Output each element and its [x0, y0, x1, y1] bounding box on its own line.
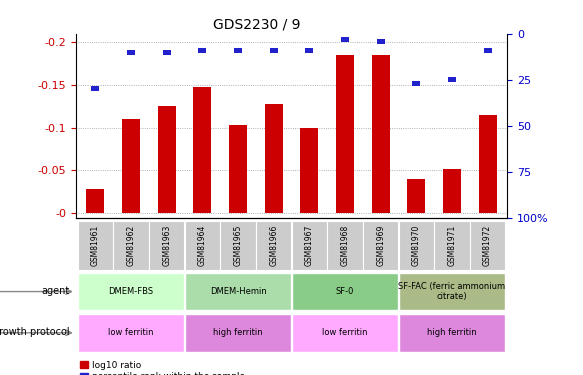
- Bar: [122, 119, 140, 213]
- Bar: [78, 221, 113, 270]
- Bar: [127, 50, 135, 55]
- Bar: [292, 273, 398, 310]
- Bar: [292, 221, 327, 270]
- Bar: [341, 37, 349, 42]
- Text: DMEM-FBS: DMEM-FBS: [108, 287, 153, 296]
- Text: low ferritin: low ferritin: [108, 328, 154, 338]
- Bar: [256, 221, 292, 270]
- Bar: [158, 106, 175, 213]
- Text: high ferritin: high ferritin: [427, 328, 477, 338]
- Bar: [234, 48, 242, 53]
- Bar: [292, 314, 398, 352]
- Text: DMEM-Hemin: DMEM-Hemin: [210, 287, 266, 296]
- Bar: [443, 169, 461, 213]
- Bar: [399, 273, 504, 310]
- Text: GSM81965: GSM81965: [234, 225, 243, 266]
- Bar: [479, 115, 497, 213]
- Text: GSM81970: GSM81970: [412, 225, 421, 266]
- Text: GSM81962: GSM81962: [127, 225, 136, 266]
- Bar: [377, 39, 385, 44]
- Bar: [92, 86, 100, 92]
- Bar: [194, 87, 211, 213]
- Bar: [327, 221, 363, 270]
- Bar: [399, 314, 504, 352]
- Bar: [434, 221, 469, 270]
- Bar: [78, 273, 184, 310]
- Bar: [448, 77, 456, 82]
- Bar: [483, 48, 491, 53]
- Text: SF-FAC (ferric ammonium
citrate): SF-FAC (ferric ammonium citrate): [398, 282, 505, 301]
- Bar: [408, 179, 425, 213]
- Bar: [198, 48, 206, 53]
- Bar: [114, 221, 149, 270]
- Text: SF-0: SF-0: [336, 287, 354, 296]
- Bar: [300, 128, 318, 213]
- Text: growth protocol: growth protocol: [0, 327, 70, 337]
- Text: GSM81968: GSM81968: [340, 225, 349, 266]
- Bar: [412, 81, 420, 86]
- Bar: [220, 221, 256, 270]
- Bar: [270, 48, 278, 53]
- Bar: [470, 221, 505, 270]
- Text: GSM81969: GSM81969: [376, 225, 385, 266]
- Bar: [163, 50, 171, 55]
- Text: GSM81971: GSM81971: [447, 225, 456, 266]
- Text: GSM81963: GSM81963: [162, 225, 171, 266]
- Bar: [305, 48, 313, 53]
- Title: GDS2230 / 9: GDS2230 / 9: [213, 17, 301, 31]
- Bar: [78, 314, 184, 352]
- Text: high ferritin: high ferritin: [213, 328, 263, 338]
- Legend: log10 ratio, percentile rank within the sample: log10 ratio, percentile rank within the …: [80, 361, 245, 375]
- Bar: [185, 314, 290, 352]
- Bar: [185, 273, 290, 310]
- Text: GSM81967: GSM81967: [305, 225, 314, 266]
- Text: GSM81966: GSM81966: [269, 225, 278, 266]
- Text: agent: agent: [42, 286, 70, 296]
- Bar: [363, 221, 398, 270]
- Bar: [372, 55, 389, 213]
- Text: GSM81964: GSM81964: [198, 225, 207, 266]
- Text: GSM81961: GSM81961: [91, 225, 100, 266]
- Bar: [86, 189, 104, 213]
- Bar: [229, 125, 247, 213]
- Text: low ferritin: low ferritin: [322, 328, 368, 338]
- Bar: [149, 221, 184, 270]
- Text: GSM81972: GSM81972: [483, 225, 492, 266]
- Bar: [399, 221, 434, 270]
- Bar: [185, 221, 220, 270]
- Bar: [336, 55, 354, 213]
- Bar: [265, 104, 283, 213]
